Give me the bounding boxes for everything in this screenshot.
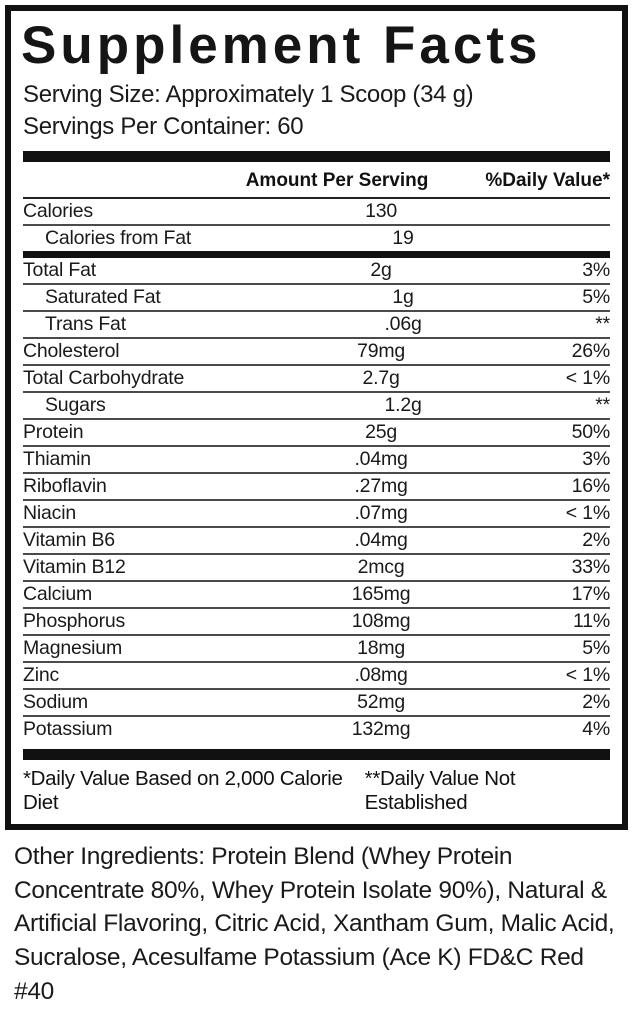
table-row: Total Fat 2g 3% xyxy=(23,258,610,285)
footnotes-row: *Daily Value Based on 2,000 Calorie Diet… xyxy=(23,760,610,824)
row-dv: 4% xyxy=(582,717,610,740)
row-amount: 18mg xyxy=(357,636,406,659)
row-amount: 165mg xyxy=(351,582,411,605)
row-amount: 1.2g xyxy=(384,393,422,416)
row-dv: < 1% xyxy=(565,501,610,524)
row-amount: 2g xyxy=(370,258,392,281)
row-dv: ** xyxy=(595,312,610,335)
row-name: Niacin xyxy=(23,501,76,524)
table-row: Sodium 52mg 2% xyxy=(23,690,610,717)
table-row: Magnesium 18mg 5% xyxy=(23,636,610,663)
row-name: Riboflavin xyxy=(23,474,107,497)
row-name: Total Fat xyxy=(23,258,96,281)
column-header-row: Amount Per Serving %Daily Value* xyxy=(23,162,610,199)
row-name: Protein xyxy=(23,420,84,443)
thick-divider-bottom xyxy=(23,748,610,760)
other-ingredients-text: Other Ingredients: Protein Blend (Whey P… xyxy=(14,842,615,1006)
row-name: Potassium xyxy=(23,717,113,740)
panel-title: Supplement Facts xyxy=(21,16,542,75)
row-name: Calories xyxy=(23,199,93,222)
row-amount: 19 xyxy=(392,226,414,249)
thick-divider-top xyxy=(23,150,610,162)
row-dv: 3% xyxy=(582,258,610,281)
page: Supplement Facts Serving Size: Approxima… xyxy=(0,5,634,1005)
row-dv: 2% xyxy=(582,528,610,551)
row-dv: 2% xyxy=(582,690,610,713)
row-dv: 33% xyxy=(571,555,611,578)
table-row: Vitamin B12 2mcg 33% xyxy=(23,555,610,582)
row-dv: < 1% xyxy=(565,366,610,389)
table-row: Total Carbohydrate 2.7g < 1% xyxy=(23,366,610,393)
row-amount: .08mg xyxy=(354,663,408,686)
row-dv: 50% xyxy=(571,420,611,443)
row-name: Calcium xyxy=(23,582,93,605)
table-row: Zinc .08mg < 1% xyxy=(23,663,610,690)
row-name: Sodium xyxy=(23,690,88,713)
row-dv: 11% xyxy=(573,609,610,632)
row-name: Vitamin B6 xyxy=(23,528,115,551)
row-amount: 1g xyxy=(392,285,414,308)
row-dv: 26% xyxy=(571,339,611,362)
footnote-daily-value: *Daily Value Based on 2,000 Calorie Diet xyxy=(23,766,343,814)
row-name: Zinc xyxy=(23,663,60,686)
facts-rows: Calories 130 Calories from Fat 19 Total Fat 2… xyxy=(23,199,610,742)
column-header-daily-value: %Daily Value* xyxy=(485,169,610,191)
serving-size-text: Serving Size: Approximately 1 Scoop (34 … xyxy=(23,81,474,109)
row-name: Cholesterol xyxy=(23,339,120,362)
table-row: Thiamin .04mg 3% xyxy=(23,447,610,474)
table-row: Protein 25g 50% xyxy=(23,420,610,447)
row-name: Total Carbohydrate xyxy=(23,366,185,389)
supplement-facts-panel: Supplement Facts Serving Size: Approxima… xyxy=(5,5,628,830)
footnote-not-established: **Daily Value Not Established xyxy=(364,766,516,814)
row-name: Trans Fat xyxy=(45,312,126,335)
row-amount: 2mcg xyxy=(357,555,405,578)
table-row: Calories 130 xyxy=(23,199,610,226)
table-row: Sugars 1.2g ** xyxy=(23,393,610,420)
row-amount: 132mg xyxy=(351,717,411,740)
row-amount: .06g xyxy=(384,312,422,335)
row-amount: 108mg xyxy=(351,609,411,632)
row-name: Thiamin xyxy=(23,447,91,470)
row-amount: 79mg xyxy=(357,339,406,362)
row-dv: 3% xyxy=(582,447,610,470)
row-name: Calories from Fat xyxy=(45,226,192,249)
table-row: Trans Fat .06g ** xyxy=(23,312,610,339)
row-amount: .27mg xyxy=(354,474,408,497)
row-dv: 16% xyxy=(571,474,611,497)
table-row: Niacin .07mg < 1% xyxy=(23,501,610,528)
table-row: Potassium 132mg 4% xyxy=(23,717,610,742)
table-row: Calories from Fat 19 xyxy=(23,226,610,258)
row-amount: .07mg xyxy=(354,501,408,524)
row-name: Vitamin B12 xyxy=(23,555,126,578)
table-row: Phosphorus 108mg 11% xyxy=(23,609,610,636)
row-dv: 5% xyxy=(582,285,610,308)
table-row: Riboflavin .27mg 16% xyxy=(23,474,610,501)
row-dv: 5% xyxy=(582,636,610,659)
row-name: Saturated Fat xyxy=(45,285,161,308)
row-amount: 130 xyxy=(365,199,398,222)
row-dv: 17% xyxy=(571,582,611,605)
row-amount: 2.7g xyxy=(362,366,400,389)
row-amount: 52mg xyxy=(357,690,406,713)
row-name: Magnesium xyxy=(23,636,122,659)
row-amount: .04mg xyxy=(354,447,408,470)
servings-per-container-text: Servings Per Container: 60 xyxy=(23,113,304,141)
row-dv: ** xyxy=(595,393,610,416)
row-amount: .04mg xyxy=(354,528,408,551)
table-row: Calcium 165mg 17% xyxy=(23,582,610,609)
column-header-amount: Amount Per Serving xyxy=(245,169,429,191)
table-row: Vitamin B6 .04mg 2% xyxy=(23,528,610,555)
table-row: Cholesterol 79mg 26% xyxy=(23,339,610,366)
row-name: Sugars xyxy=(45,393,106,416)
row-dv: < 1% xyxy=(565,663,610,686)
row-amount: 25g xyxy=(365,420,398,443)
table-row: Saturated Fat 1g 5% xyxy=(23,285,610,312)
row-name: Phosphorus xyxy=(23,609,126,632)
